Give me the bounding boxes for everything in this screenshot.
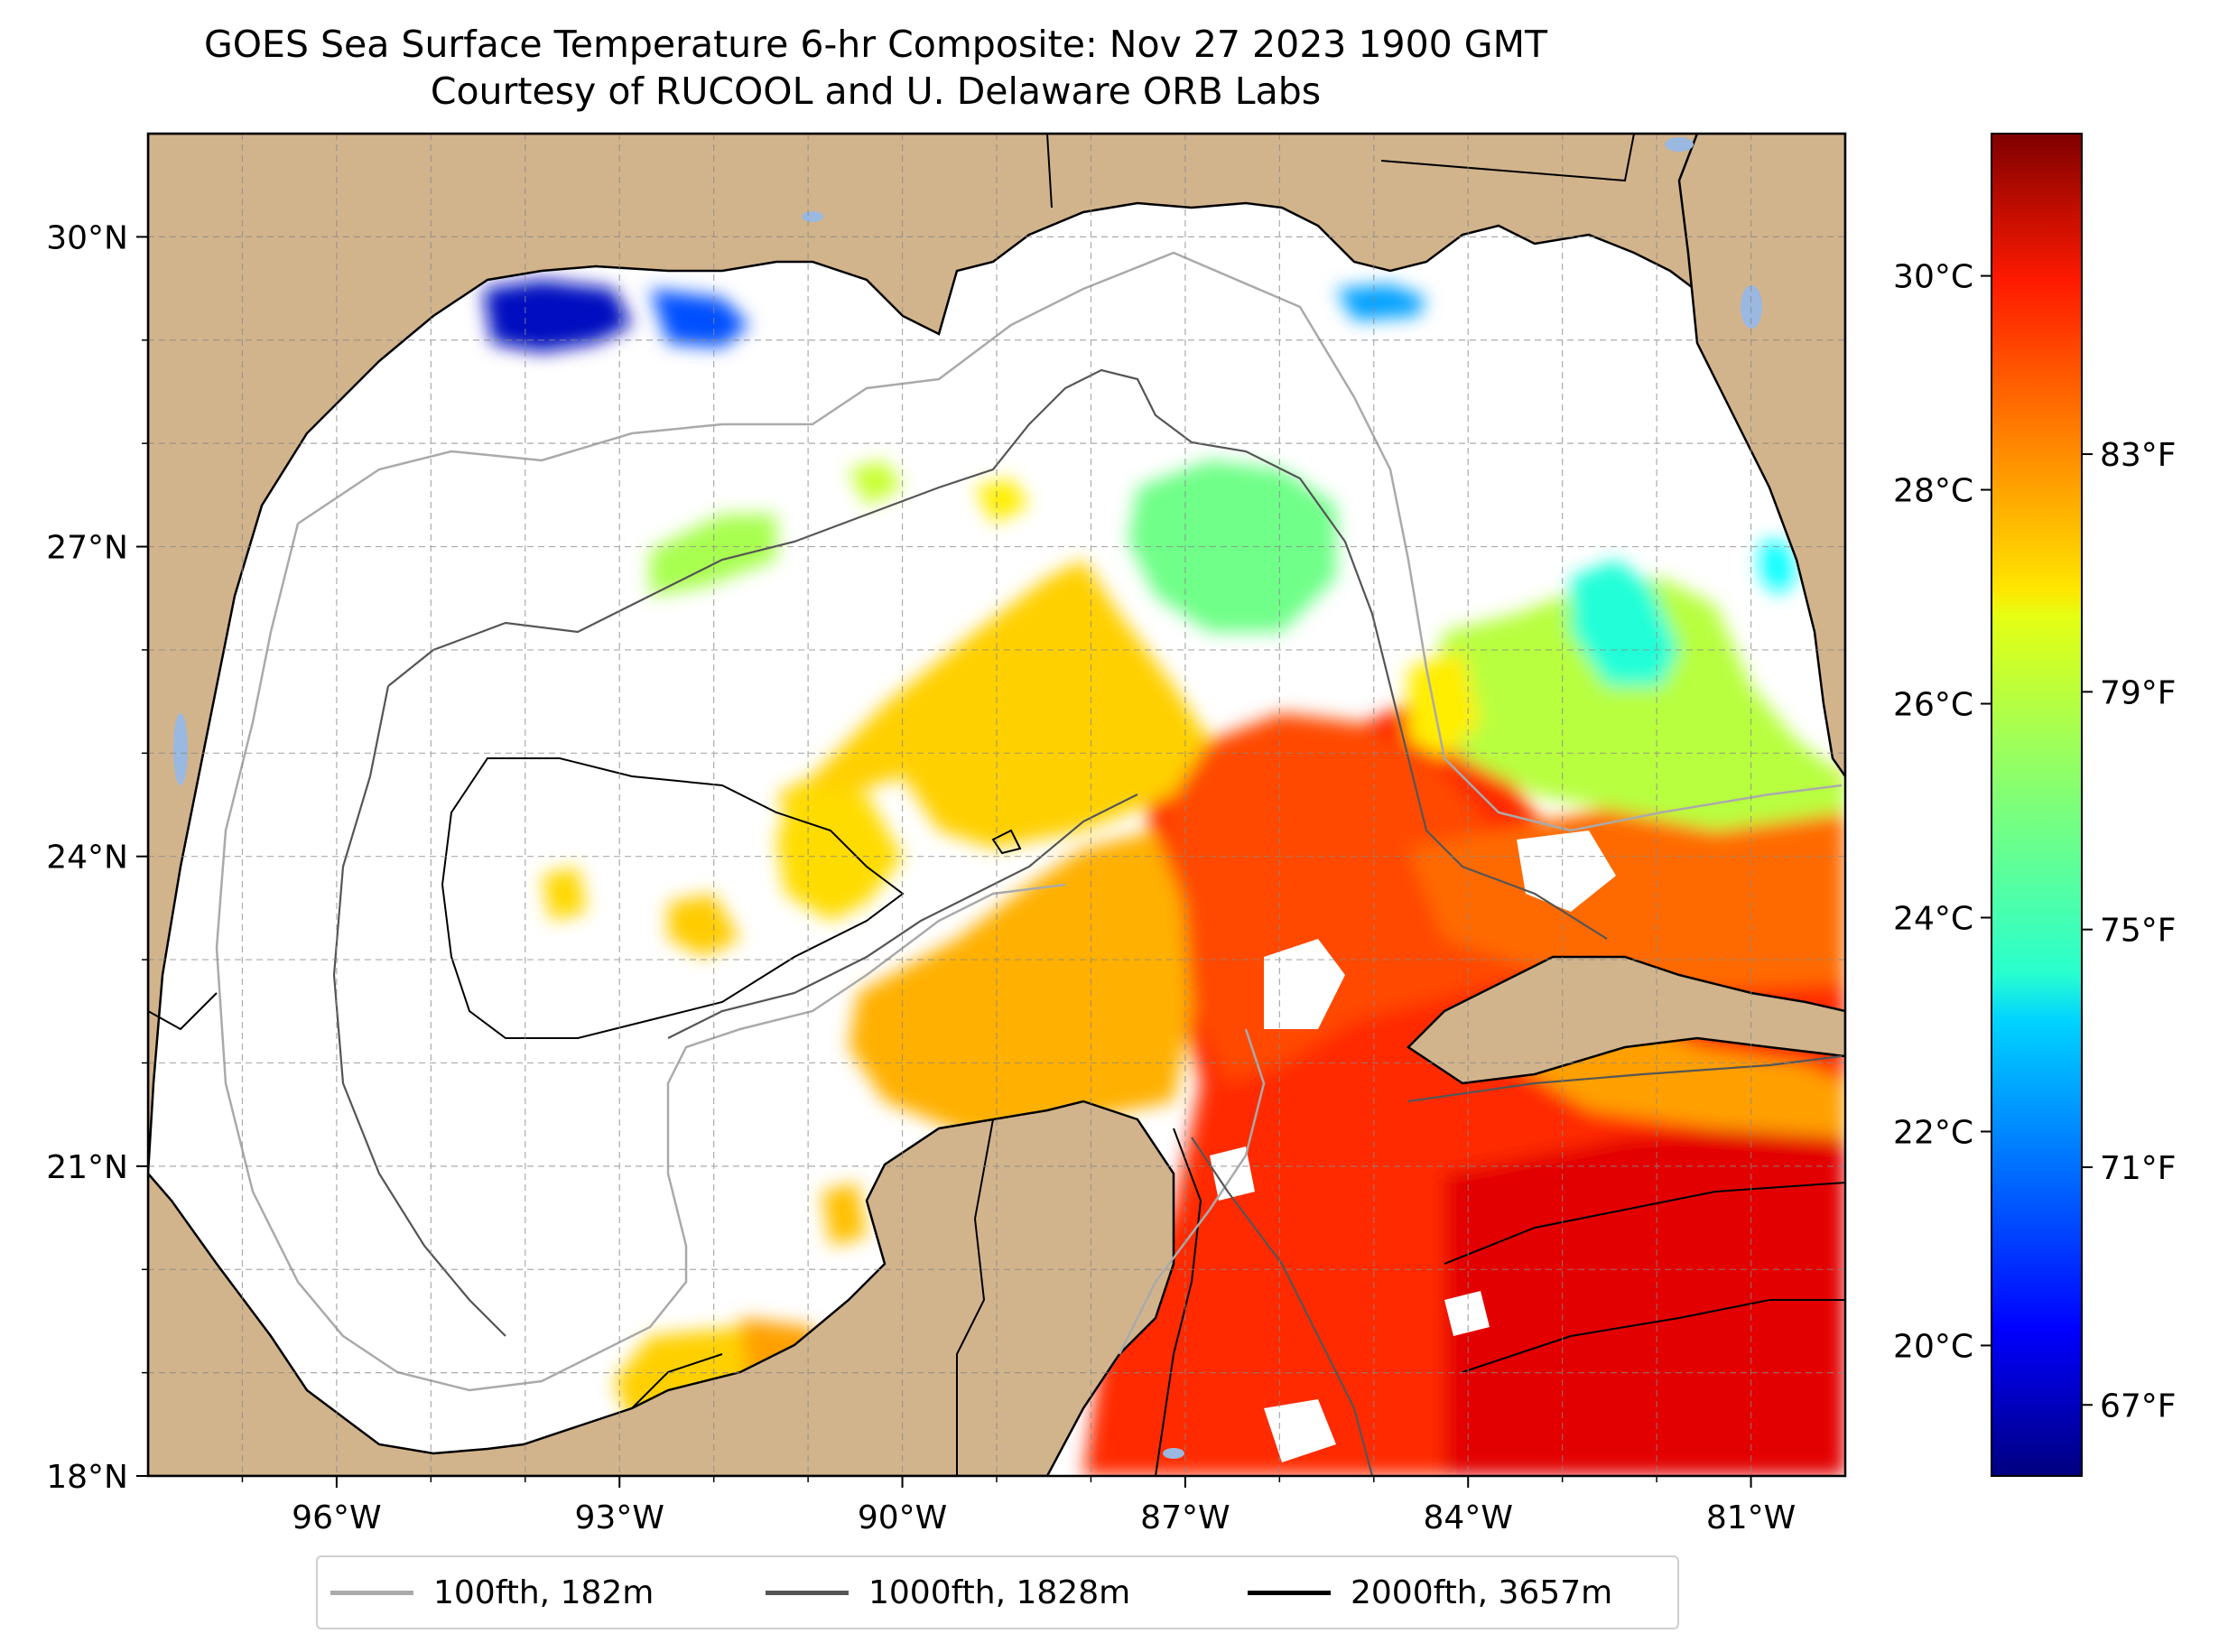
colorbar-c-label: 24°C xyxy=(1893,901,1973,938)
lat-tick-label: 24°N xyxy=(46,840,128,877)
lon-tick-label: 93°W xyxy=(575,1499,664,1536)
sst-patch-wgulf-yellow xyxy=(542,867,587,921)
legend-item-1000fth: 1000fth, 1828m xyxy=(766,1557,1130,1628)
legend-item-2000fth: 2000fth, 3657m xyxy=(1248,1557,1612,1628)
lake-3 xyxy=(173,713,188,785)
sst-patch-florida-green xyxy=(1426,578,1845,831)
lat-tick-label: 18°N xyxy=(46,1459,128,1496)
legend-label: 1000fth, 1828m xyxy=(868,1573,1131,1611)
state-borders xyxy=(148,134,1635,1476)
lake-4 xyxy=(802,211,823,222)
cloud-gaps xyxy=(1210,831,1616,1462)
sst-patch-keys-cyan xyxy=(1760,542,1797,596)
land-cuba xyxy=(1407,955,1845,1085)
isobath-1000fth xyxy=(332,368,1843,1476)
colorbar-f-label: 83°F xyxy=(2100,437,2177,474)
colorbar-f-label: 79°F xyxy=(2100,674,2177,711)
colorbar-c-label: 28°C xyxy=(1893,473,1973,510)
gap-2 xyxy=(1517,831,1616,912)
legend-item-100fth: 100fth, 182m xyxy=(330,1557,654,1628)
colorbar-c-label: 22°C xyxy=(1893,1114,1973,1151)
legend-swatch-100fth xyxy=(330,1590,413,1595)
gap-3 xyxy=(1444,1291,1490,1336)
land-mexico-west xyxy=(148,1100,1175,1476)
isobath-2000fth xyxy=(441,757,1845,1373)
axis-ticks: 96°W 93°W 90°W 87°W 84°W 81°W 18°N 21°N 24°N 27°N… xyxy=(46,219,1796,1536)
gap-4 xyxy=(1264,1399,1336,1462)
sst-patch-mexico-yellow xyxy=(822,1183,867,1246)
lat-tick-label: 27°N xyxy=(46,530,128,567)
sst-patch-green-small xyxy=(849,460,903,506)
lat-tick-label: 30°N xyxy=(46,219,128,256)
border-mx-us xyxy=(148,992,218,1031)
lake-5 xyxy=(1163,1448,1184,1459)
sst-patch-green-strip xyxy=(650,515,776,596)
colorbar-c-label: 30°C xyxy=(1893,259,1973,296)
colorbar-c-label: 26°C xyxy=(1893,687,1973,724)
colorbar xyxy=(1991,133,2083,1477)
sst-patch-yellow-small xyxy=(975,478,1029,524)
colorbar-f-label: 75°F xyxy=(2100,913,2177,950)
sst-patch-central-yellow xyxy=(776,560,1210,849)
border-state-2 xyxy=(631,1353,723,1409)
colorbar-f-label: 71°F xyxy=(2100,1150,2177,1187)
colorbar-f-label: 67°F xyxy=(2100,1387,2177,1425)
colorbar-c-label: 20°C xyxy=(1893,1328,1973,1365)
land xyxy=(148,134,1845,1476)
sst-patch-texas-blue2 xyxy=(650,289,749,348)
legend: 100fth, 182m 1000fth, 1828m 2000fth, 365… xyxy=(316,1555,1679,1629)
border-mx-state xyxy=(956,1118,994,1476)
lon-tick-label: 87°W xyxy=(1140,1499,1230,1536)
sst-patch-apalachee-blue xyxy=(1336,284,1426,320)
sst-patch-florida-yellow-west xyxy=(1408,650,1481,758)
lat-tick-label: 21°N xyxy=(46,1149,128,1186)
map-title: GOES Sea Surface Temperature 6-hr Compos… xyxy=(204,23,1547,66)
lake-2 xyxy=(1665,137,1694,152)
gap-1 xyxy=(1264,939,1345,1029)
sst-patch-wgulf-yellow2 xyxy=(668,894,740,957)
sst-patch-florida-cyan xyxy=(1571,560,1679,686)
isobath-100fth xyxy=(215,251,1843,1392)
legend-swatch-2000fth xyxy=(1248,1590,1331,1595)
land-gulf-coast-north xyxy=(148,134,1845,1174)
border-al-ms xyxy=(1046,134,1053,209)
legend-label: 2000fth, 3657m xyxy=(1351,1573,1613,1611)
lon-tick-label: 96°W xyxy=(292,1499,381,1536)
lon-tick-label: 90°W xyxy=(858,1499,947,1536)
lon-tick-label: 81°W xyxy=(1706,1499,1796,1536)
colorbar-ticks: 20°C 22°C 24°C 26°C 28°C 30°C 67°F 71°F 75°F 79°F… xyxy=(1893,259,2176,1425)
border-mex-guat xyxy=(1155,1128,1202,1476)
legend-label: 100fth, 182m xyxy=(433,1573,655,1611)
sst-patch-texas-blue xyxy=(483,280,632,352)
map-area xyxy=(148,134,1845,1476)
lon-tick-label: 84°W xyxy=(1424,1499,1513,1536)
sst-patch-campeche-orange xyxy=(849,831,1192,1137)
border-fl-ga xyxy=(1380,134,1635,182)
sst-patch-caribbean-deep xyxy=(1444,1119,1845,1476)
map-subtitle: Courtesy of RUCOOL and U. Delaware ORB L… xyxy=(430,70,1322,113)
legend-swatch-1000fth xyxy=(766,1590,849,1595)
gridlines xyxy=(148,134,1845,1476)
